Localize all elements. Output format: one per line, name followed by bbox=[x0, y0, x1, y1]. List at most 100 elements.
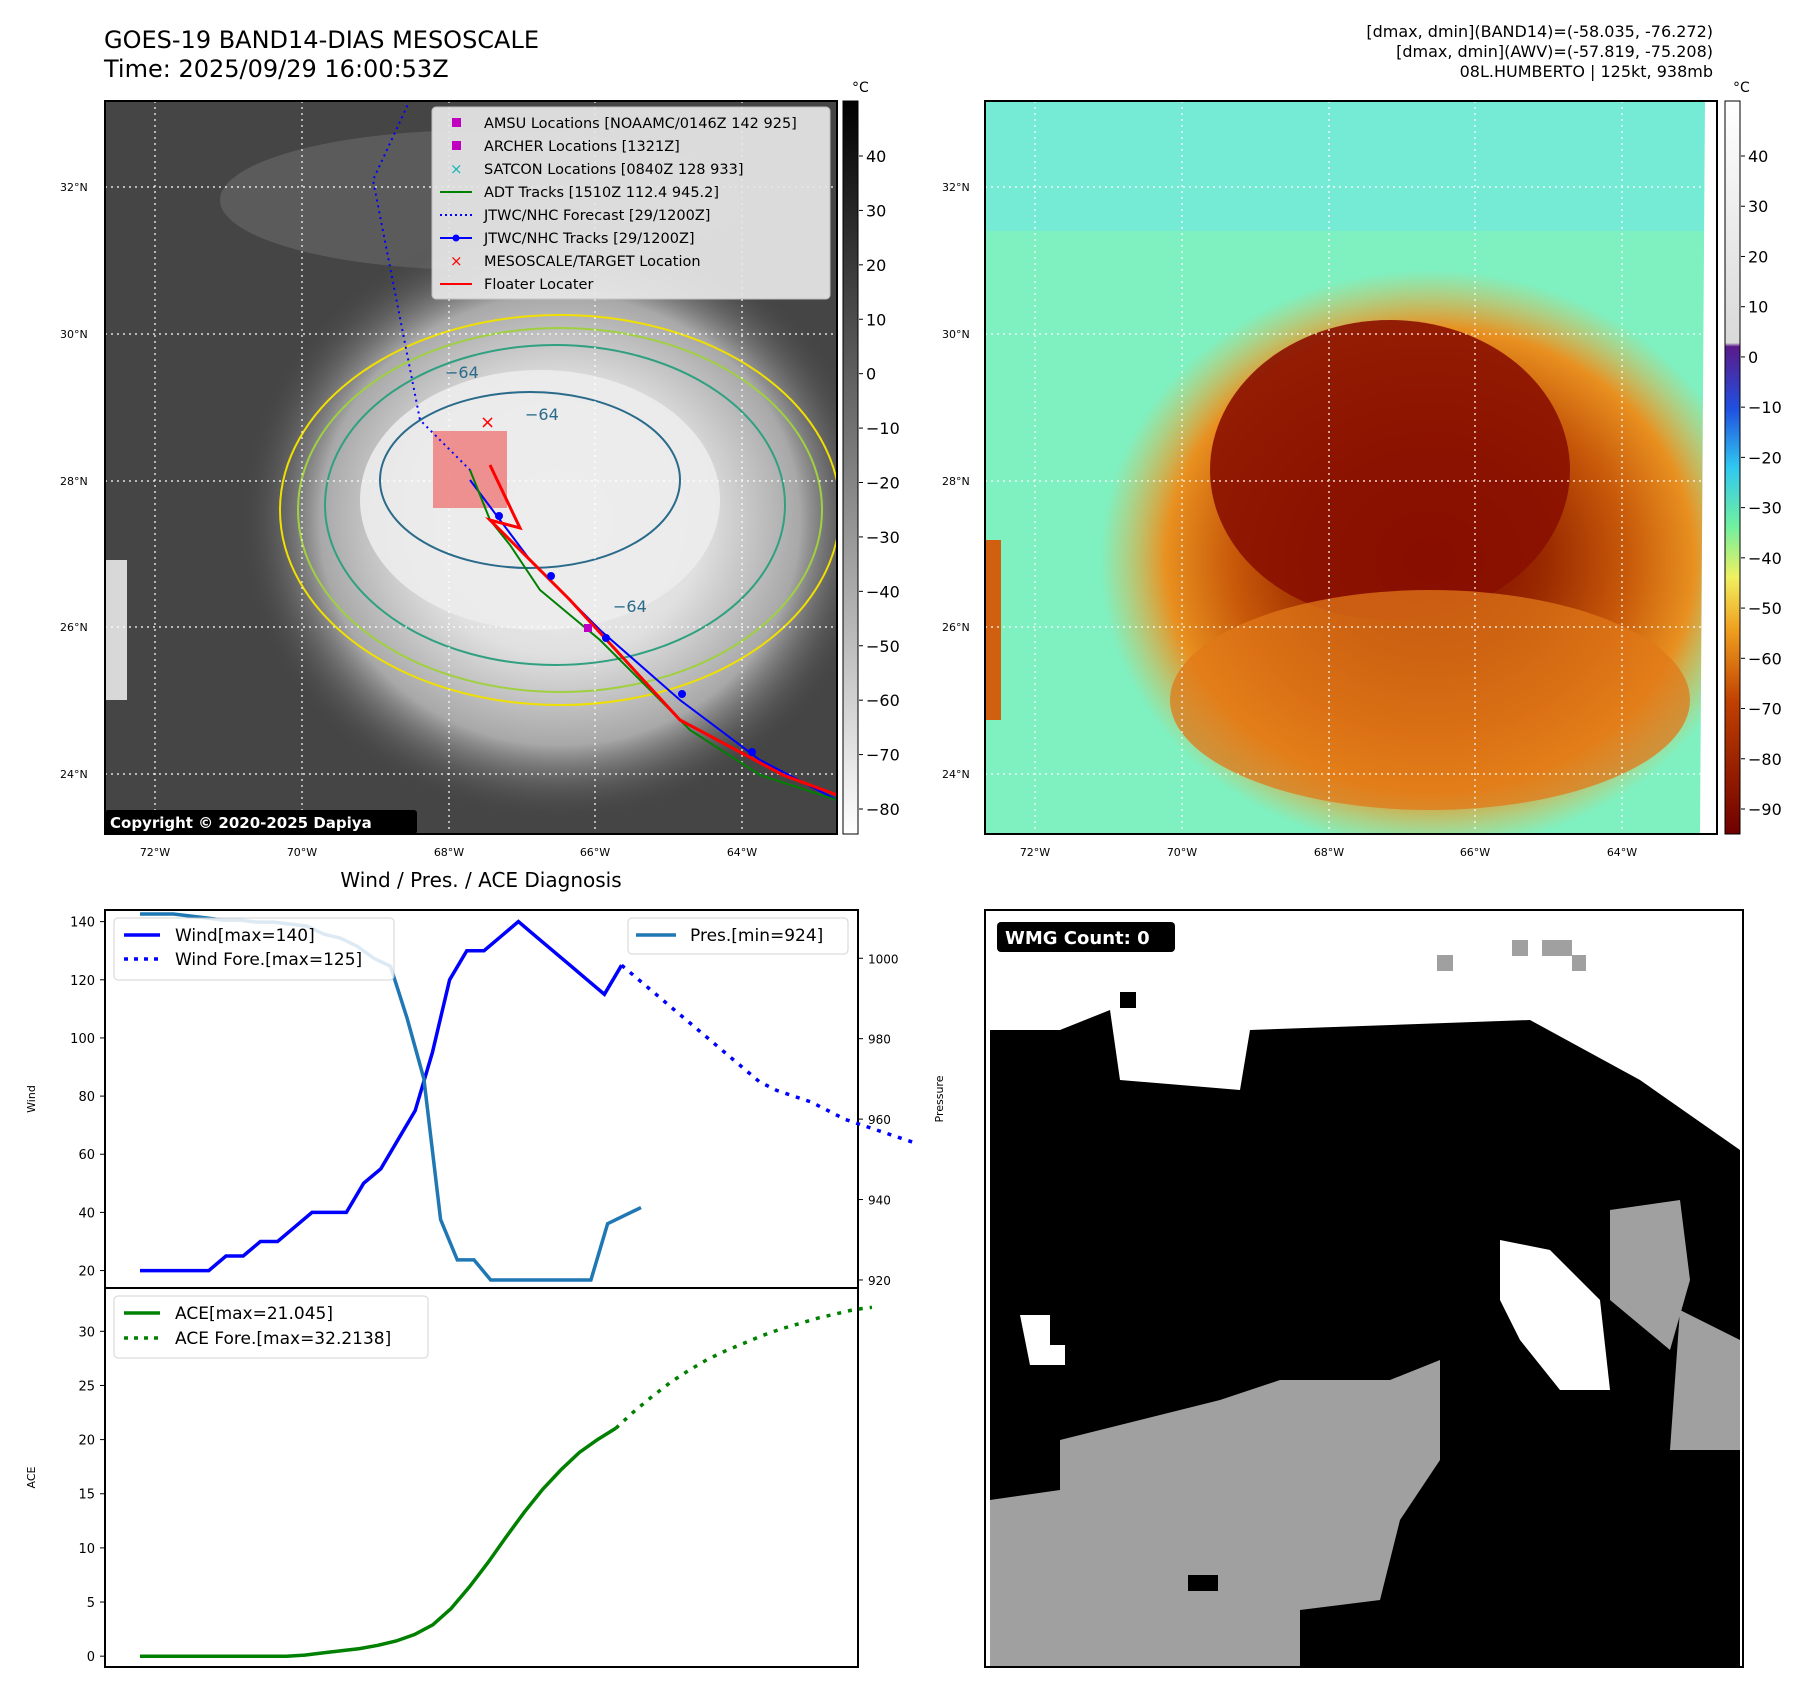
chart-title: Wind / Pres. / ACE Diagnosis bbox=[340, 868, 621, 892]
ir-color-west-cloud bbox=[985, 540, 1001, 720]
colorbar-tick-label: −40 bbox=[866, 582, 900, 601]
colorbar-tick-label: 40 bbox=[866, 147, 886, 166]
ace-legend: ACE[max=21.045] ACE Fore.[max=32.2138] bbox=[113, 1295, 429, 1359]
colorbar-tick-label: −90 bbox=[1748, 800, 1782, 819]
best-track bbox=[469, 479, 837, 801]
copyright-bg bbox=[105, 810, 417, 834]
colorbar-tick-label: 0 bbox=[1748, 348, 1758, 367]
y-tick-label: 10 bbox=[78, 1542, 95, 1557]
forecast-track bbox=[371, 101, 471, 471]
legend-label: ADT Tracks [1510Z 112.4 945.2] bbox=[484, 185, 719, 201]
lon-label: 64°W bbox=[727, 846, 757, 859]
lat-label: 24°N bbox=[60, 768, 88, 781]
wmg-black-dot bbox=[1120, 992, 1136, 1008]
y-right-tick-label: 920 bbox=[868, 1274, 891, 1288]
contour-label-3: −64 bbox=[613, 597, 647, 616]
wind-pressure-chart: 20 40 60 80 100 120 140 Wind 920 940 960 980 1000 Pre… bbox=[25, 909, 946, 1289]
contour-label-2: −64 bbox=[525, 405, 559, 424]
track-points bbox=[495, 512, 756, 756]
legend-x-marker: × bbox=[450, 252, 463, 270]
amsu-marker bbox=[584, 624, 592, 632]
ir-color-lon-labels: 72°W 70°W 68°W 66°W 64°W bbox=[1020, 846, 1637, 859]
contour-label-1: −64 bbox=[445, 363, 479, 382]
ir-color-grid bbox=[985, 101, 1717, 834]
colorbar-tick-label: −70 bbox=[1748, 700, 1782, 719]
colorbar-tick-label: −10 bbox=[866, 419, 900, 438]
lon-label: 64°W bbox=[1607, 846, 1637, 859]
colorbar-tick-label: 20 bbox=[866, 256, 886, 275]
y-tick-label: 20 bbox=[78, 1434, 95, 1449]
ace-chart: 0 5 10 15 20 25 30 ACE ACE[max=21.045] ACE Fore.[… bbox=[25, 1287, 873, 1668]
colorbar-tick-label: 10 bbox=[1748, 298, 1768, 317]
wmg-gray-dot bbox=[1542, 940, 1572, 956]
legend-x-marker: × bbox=[450, 160, 463, 178]
colorbar-tick-label: −30 bbox=[866, 528, 900, 547]
contour-light-green bbox=[297, 327, 823, 693]
wmg-gray-dot bbox=[1572, 955, 1586, 971]
ir-color-storm-core bbox=[1210, 320, 1570, 620]
legend-label: ARCHER Locations [1321Z] bbox=[484, 139, 680, 155]
legend-label: ACE Fore.[max=32.2138] bbox=[175, 1329, 391, 1349]
y-tick-label: 30 bbox=[78, 1325, 95, 1340]
colorbar-tick-label: −50 bbox=[866, 637, 900, 656]
ir-gray-frame bbox=[104, 100, 838, 835]
legend-item: ADT Tracks [1510Z 112.4 945.2] bbox=[440, 185, 719, 201]
lon-label: 70°W bbox=[1167, 846, 1197, 859]
ir-gray-lat-labels: 32°N 30°N 28°N 26°N 24°N bbox=[60, 181, 88, 781]
wmg-badge bbox=[997, 922, 1175, 952]
colorbar-gray-ticks: 40 30 20 10 0 −10 −20 −30 −40 −50 −60 −70 −80 bbox=[859, 147, 900, 819]
meta-storm: 08L.HUMBERTO | 125kt, 938mb bbox=[1459, 62, 1713, 81]
legend-label: SATCON Locations [0840Z 128 933] bbox=[484, 162, 743, 178]
lat-label: 32°N bbox=[942, 181, 970, 194]
legend-label: MESOSCALE/TARGET Location bbox=[484, 254, 701, 270]
series-line bbox=[614, 1305, 873, 1430]
lon-label: 70°W bbox=[287, 846, 317, 859]
colorbar-tick-label: −80 bbox=[866, 800, 900, 819]
legend-square-marker bbox=[452, 141, 461, 150]
lon-label: 68°W bbox=[1314, 846, 1344, 859]
colorbar-gray bbox=[842, 100, 859, 835]
legend-label: Wind Fore.[max=125] bbox=[175, 950, 362, 970]
lat-label: 28°N bbox=[60, 475, 88, 488]
wmg-panel bbox=[985, 910, 1743, 1667]
series-line bbox=[620, 963, 915, 1145]
colorbar-tick-label: 0 bbox=[866, 365, 876, 384]
legend-label: ACE[max=21.045] bbox=[175, 1304, 333, 1324]
wmg-frame bbox=[984, 909, 1744, 1668]
wmg-badge-text: WMG Count: 0 bbox=[1005, 928, 1150, 949]
lon-label: 68°W bbox=[434, 846, 464, 859]
meta-band14: [dmax, dmin](BAND14)=(-58.035, -76.272) bbox=[1366, 22, 1713, 41]
legend-item: JTWC/NHC Tracks [29/1200Z] bbox=[440, 231, 695, 247]
colorbar-tick-label: −80 bbox=[1748, 750, 1782, 769]
wmg-white-patch bbox=[1500, 1240, 1610, 1390]
y-tick-label: 100 bbox=[70, 1032, 95, 1047]
contour-dark-teal bbox=[379, 391, 681, 569]
floater-track bbox=[484, 464, 837, 797]
y-right-tick-label: 960 bbox=[868, 1113, 891, 1127]
figure-title: GOES-19 BAND14-DIAS MESOSCALE Time: 2025… bbox=[104, 26, 539, 84]
y-tick-label: 0 bbox=[87, 1650, 95, 1665]
lon-label: 72°W bbox=[1020, 846, 1050, 859]
y-tick-label: 20 bbox=[78, 1265, 95, 1280]
wind-legend: Wind[max=140] Wind Fore.[max=125] bbox=[113, 917, 395, 981]
y-tick-label: 15 bbox=[78, 1488, 95, 1503]
figure-meta: [dmax, dmin](BAND14)=(-58.035, -76.272) … bbox=[1366, 22, 1713, 82]
y-tick-label: 120 bbox=[70, 974, 95, 989]
wmg-black-dot-south bbox=[1188, 1575, 1218, 1591]
legend-dot-marker bbox=[452, 234, 460, 242]
lat-label: 30°N bbox=[60, 328, 88, 341]
legend-item: JTWC/NHC Forecast [29/1200Z] bbox=[440, 208, 710, 224]
legend-square-marker bbox=[452, 118, 461, 127]
y-axis-label: Wind bbox=[25, 1085, 38, 1113]
wmg-gray-patch bbox=[1610, 1200, 1690, 1350]
legend-label: Wind[max=140] bbox=[175, 926, 315, 946]
colorbar-tick-label: −10 bbox=[1748, 398, 1782, 417]
colorbar-tick-label: −30 bbox=[1748, 499, 1782, 518]
figure-title-text: GOES-19 BAND14-DIAS MESOSCALE bbox=[104, 26, 540, 54]
y-right-tick-label: 1000 bbox=[868, 952, 899, 966]
figure-time-text: Time: 2025/09/29 16:00:53Z bbox=[104, 55, 449, 83]
series-line bbox=[140, 919, 624, 1273]
wmg-gray-patch-east bbox=[1670, 1310, 1740, 1450]
wmg-gray-region bbox=[990, 1360, 1440, 1667]
colorbar-tick-label: −70 bbox=[866, 746, 900, 765]
